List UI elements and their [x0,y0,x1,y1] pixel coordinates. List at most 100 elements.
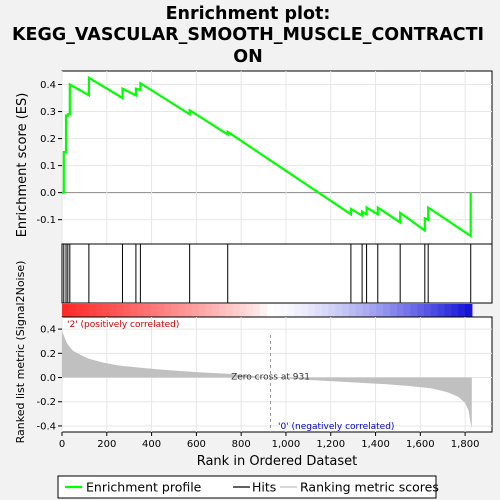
color-bar-segment [82,304,90,317]
x-tick-label: 400 [142,439,161,450]
x-tick-label: 600 [187,439,206,450]
color-bar-segment [280,304,289,317]
color-bar-segment [68,304,77,317]
color-bar-segment [239,304,248,317]
es-y-ticks: 0.4 0.3 0.2 0.1 0.0 -0.1 [36,80,62,226]
color-bar-segment [171,304,179,317]
color-bar-segment [430,304,439,317]
color-bar-segment [335,304,343,317]
color-bar-segment [184,304,193,317]
color-bar-segment [123,304,131,317]
metric-tick-label: 0.4 [40,325,56,336]
color-bar-segment [266,304,275,317]
color-bar-segment [396,304,405,317]
color-bar-segment [348,304,357,317]
color-bar-segment [137,304,145,317]
zero-cross-label: Zero cross at 931 [231,373,310,383]
legend-enrichment-label: Enrichment profile [86,480,202,495]
color-bar-segment [178,304,186,317]
color-bar-segment [287,304,295,317]
legend-hits-label: Hits [252,480,276,495]
color-bar-segment [362,304,370,317]
color-bar-segment [62,304,70,317]
color-bar-segment [301,304,309,317]
color-bar-segment [465,304,473,317]
chart-title-line1: Enrichment plot: [166,4,331,24]
color-bar-segment [355,304,364,317]
es-tick-label: 0.2 [40,134,56,145]
color-bar-segment [225,304,234,317]
color-bar-segment [205,304,213,317]
color-bar-segment [191,304,200,317]
color-bar-segment [157,304,166,317]
es-tick-label: -0.1 [36,215,56,226]
color-bar-segment [164,304,172,317]
es-tick-label: 0.1 [40,161,56,172]
ranking-metric-area [62,331,472,429]
color-bar-segment [383,304,391,317]
es-y-axis-label: Enrichment score (ES) [15,93,30,238]
x-tick-label: 1,600 [406,439,435,450]
color-bar-segment [96,304,104,317]
x-tick-label: 200 [97,439,116,450]
color-bar-segment [219,304,227,317]
color-bar-segment [342,304,350,317]
color-bar-segment [376,304,384,317]
color-bar-segment [143,304,152,317]
color-bar-segment [389,304,398,317]
enrichment-profile-line [62,75,472,238]
color-bar-segment [444,304,452,317]
color-bar-segment [424,304,432,317]
color-bar-segment [212,304,220,317]
chart-title-line3: ON [233,47,263,67]
metric-tick-label: 0.2 [40,349,56,360]
color-bar-segment [307,304,316,317]
color-bar-segment [102,304,111,317]
color-bar-segment [294,304,302,317]
metric-tick-label: -0.4 [36,421,56,432]
x-axis-label: Rank in Ordered Dataset [197,454,358,469]
color-bar-segment [109,304,118,317]
color-bar-segment [130,304,138,317]
hit-marks [63,244,472,303]
chart-title-line2: KEGG_VASCULAR_SMOOTH_MUSCLE_CONTRACTI [12,25,484,45]
metric-tick-label: 0.0 [40,373,56,384]
rank-color-bar [62,304,473,317]
color-bar-segment [403,304,411,317]
x-tick-label: 0 [59,439,65,450]
color-bar-segment [116,304,125,317]
x-tick-label: 1,800 [451,439,480,450]
hits-panel [61,243,493,304]
color-bar-segment [417,304,425,317]
color-bar-segment [246,304,254,317]
es-tick-label: 0.3 [40,107,56,118]
es-tick-label: 0.0 [40,188,56,199]
color-bar-segment [314,304,323,317]
x-tick-label: 1,400 [361,439,390,450]
color-bar-segment [369,304,377,317]
color-bar-segment [328,304,336,317]
x-tick-label: 1,200 [316,439,345,450]
color-bar-segment [89,304,97,317]
es-tick-label: 0.4 [40,80,56,91]
metric-y-axis-label: Ranked list metric (Signal2Noise) [14,261,27,444]
metric-y-ticks: 0.4 0.2 0.0 -0.2 -0.4 [36,325,62,432]
color-bar-segment [410,304,418,317]
color-bar-segment [260,304,268,317]
color-bar-segment [253,304,261,317]
color-bar-segment [150,304,159,317]
color-bar-segment [437,304,446,317]
color-bar-segment [75,304,84,317]
color-bar-segment [451,304,459,317]
color-bar-segment [321,304,329,317]
color-bar-segment [198,304,207,317]
positive-correlation-label: '2' (positively correlated) [67,320,179,330]
x-tick-label: 1,000 [272,439,301,450]
negative-correlation-label: '0' (negatively correlated) [278,422,394,432]
color-bar-segment [273,304,282,317]
x-ticks: 0 200 400 600 800 1,000 1,200 1,400 1,600 1,800 [59,432,480,450]
es-grid [61,71,492,244]
metric-tick-label: -0.2 [36,397,56,408]
legend-metric-label: Ranking metric scores [300,480,439,495]
